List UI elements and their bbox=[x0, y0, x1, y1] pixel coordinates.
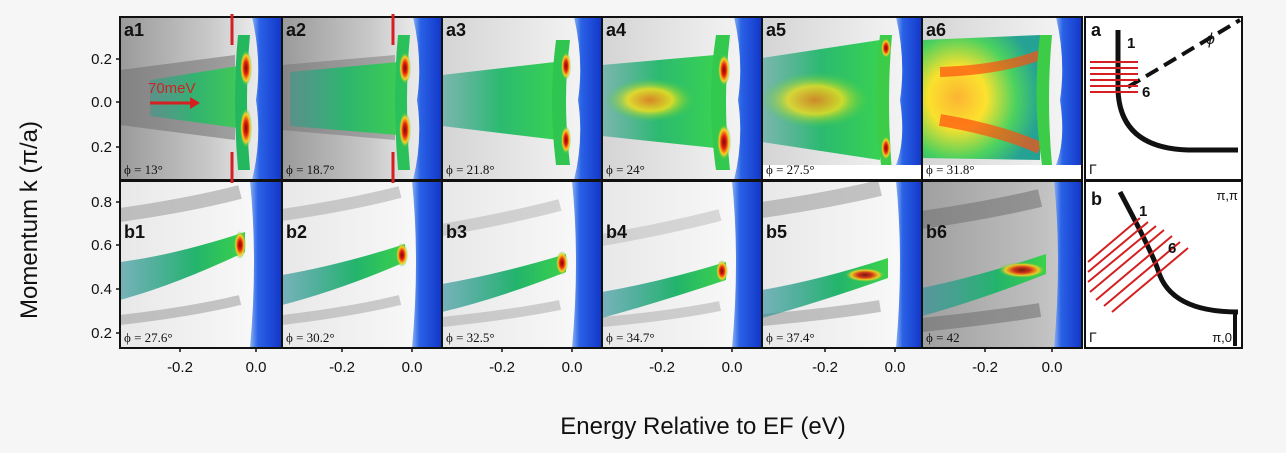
x-tick: -0.2 bbox=[972, 359, 998, 376]
y-tick: 0.8 bbox=[91, 194, 112, 211]
panel-label: a6 bbox=[926, 20, 946, 40]
x-tick: -0.2 bbox=[489, 359, 515, 376]
gamma-label: Γ bbox=[1089, 161, 1097, 177]
panel-b4-spectrum bbox=[602, 181, 762, 348]
y-tick: 0.6 bbox=[91, 237, 112, 254]
phi-label: ϕ = 37.4° bbox=[766, 330, 815, 345]
y-tick: 0.2 bbox=[91, 325, 112, 342]
y-tick: 0.4 bbox=[91, 281, 112, 298]
panel-a3-spectrum bbox=[442, 17, 602, 180]
panel-b6-spectrum bbox=[922, 181, 1082, 348]
phi-label: ϕ = 21.8° bbox=[446, 162, 495, 177]
x-tick: -0.2 bbox=[329, 359, 355, 376]
phi-label: ϕ = 31.8° bbox=[926, 162, 975, 177]
angle-label: ϕ bbox=[1206, 31, 1215, 48]
phi-label: ϕ = 27.5° bbox=[766, 162, 815, 177]
phi-label: ϕ = 27.6° bbox=[124, 330, 173, 345]
schematic-label: b bbox=[1091, 189, 1102, 209]
phi-label: ϕ = 18.7° bbox=[286, 162, 335, 177]
x-tick: -0.2 bbox=[812, 359, 838, 376]
cut-first-label: 1 bbox=[1127, 35, 1135, 52]
panel-frames bbox=[119, 16, 1083, 349]
y-tick-marks bbox=[116, 58, 120, 334]
phi-label: ϕ = 30.2° bbox=[286, 330, 335, 345]
cut-last-label: 6 bbox=[1142, 84, 1150, 101]
corner-pi-pi: π,π bbox=[1216, 188, 1238, 203]
panel-a1-spectrum bbox=[120, 17, 282, 180]
panel-label: b5 bbox=[766, 222, 787, 242]
panel-b1-spectrum bbox=[120, 181, 282, 348]
bottom-row-labels: b1 b2 b3 b4 b5 b6 ϕ = 27.6° ϕ = 30.2° ϕ … bbox=[124, 222, 960, 345]
cut-first-label: 1 bbox=[1139, 203, 1147, 220]
corner-pi-0: π,0 bbox=[1212, 330, 1232, 345]
x-tick: 0.0 bbox=[562, 359, 583, 376]
y-tick: 0.2 bbox=[91, 139, 112, 156]
panel-label: b3 bbox=[446, 222, 467, 242]
phi-label: ϕ = 32.5° bbox=[446, 330, 495, 345]
phi-label: ϕ = 34.7° bbox=[606, 330, 655, 345]
panel-a6-spectrum bbox=[922, 17, 1082, 180]
y-tick: 0.2 bbox=[91, 51, 112, 68]
panel-a4-spectrum bbox=[602, 17, 762, 180]
panel-b3-spectrum bbox=[442, 181, 602, 348]
phi-label: ϕ = 42 bbox=[926, 330, 960, 345]
x-tick: -0.2 bbox=[649, 359, 675, 376]
cut-last-label: 6 bbox=[1168, 240, 1176, 257]
x-tick: -0.2 bbox=[167, 359, 193, 376]
annotation-arrowhead bbox=[190, 97, 200, 109]
panel-b2-spectrum bbox=[282, 181, 442, 348]
panel-label: b6 bbox=[926, 222, 947, 242]
x-tick-marks bbox=[179, 348, 1053, 352]
x-tick: 0.0 bbox=[722, 359, 743, 376]
x-tick: 0.0 bbox=[246, 359, 267, 376]
panel-label: b1 bbox=[124, 222, 145, 242]
x-tick: 0.0 bbox=[1042, 359, 1063, 376]
annotation-70mev: 70meV bbox=[148, 80, 196, 97]
schematic-b: b 1 6 π,π Γ π,0 bbox=[1084, 180, 1243, 349]
panel-b5-spectrum bbox=[762, 181, 922, 348]
x-tick: 0.0 bbox=[885, 359, 906, 376]
y-tick: 0.0 bbox=[91, 94, 112, 111]
x-axis-label: Energy Relative to EF (eV) bbox=[560, 413, 846, 440]
panel-label: a4 bbox=[606, 20, 626, 40]
schematic-label: a bbox=[1091, 20, 1102, 40]
gamma-label: Γ bbox=[1089, 329, 1097, 345]
panel-a5-spectrum bbox=[762, 17, 922, 180]
panel-label: a3 bbox=[446, 20, 466, 40]
y-ticks: 0.2 0.0 0.2 0.8 0.6 0.4 0.2 bbox=[91, 51, 112, 342]
x-ticks: -0.2 0.0 -0.2 0.0 -0.2 0.0 -0.2 0.0 -0.2… bbox=[167, 359, 1062, 376]
energy-marker-lines bbox=[230, 14, 395, 183]
x-tick: 0.0 bbox=[402, 359, 423, 376]
panel-a2-spectrum bbox=[282, 17, 442, 180]
panel-label: a5 bbox=[766, 20, 786, 40]
panel-label: a2 bbox=[286, 20, 306, 40]
schematic-a: a 1 6 ϕ Γ bbox=[1084, 16, 1243, 181]
phi-label: ϕ = 24° bbox=[606, 162, 645, 177]
panel-label: b4 bbox=[606, 222, 627, 242]
panel-label: a1 bbox=[124, 20, 144, 40]
phi-label: ϕ = 13° bbox=[124, 162, 163, 177]
panel-label: b2 bbox=[286, 222, 307, 242]
top-row-labels: a1 a2 a3 a4 a5 a6 ϕ = 13° ϕ = 18.7° ϕ = … bbox=[124, 20, 975, 177]
y-axis-label: Momentum k (π/a) bbox=[16, 121, 43, 319]
